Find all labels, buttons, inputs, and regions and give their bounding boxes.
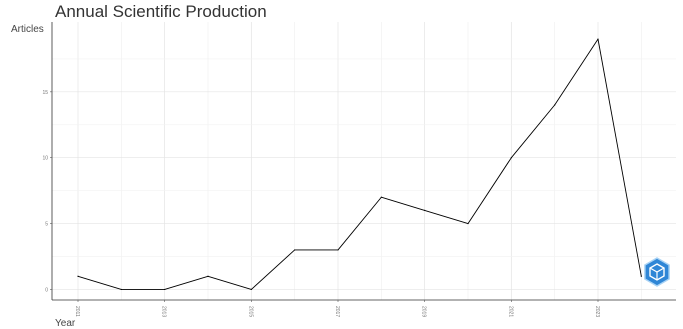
y-tick-label: 0 — [45, 287, 48, 293]
x-tick-label: 2017 — [334, 306, 340, 317]
data-point — [77, 275, 79, 277]
data-point — [640, 275, 642, 277]
data-point — [424, 209, 426, 212]
data-point — [294, 249, 296, 251]
axes — [50, 22, 676, 302]
hexagon-cube-icon[interactable] — [644, 257, 670, 287]
data-point — [207, 275, 209, 277]
x-tick-label: 2021 — [507, 306, 513, 317]
y-tick-label: 15 — [42, 90, 48, 96]
x-tick-label: 2013 — [161, 306, 167, 317]
data-point — [380, 196, 382, 198]
data-point — [510, 157, 512, 159]
data-point — [164, 288, 166, 291]
gridlines — [52, 22, 676, 300]
y-tick-label: 10 — [42, 156, 48, 162]
y-axis-label: Articles — [11, 24, 44, 35]
data-point — [120, 288, 122, 291]
y-tick-label: 5 — [45, 222, 48, 228]
series — [77, 38, 642, 291]
data-point — [337, 249, 339, 251]
x-tick-label: 2019 — [421, 306, 427, 317]
x-tick-label: 2023 — [594, 306, 600, 317]
x-axis-label: Year — [55, 318, 76, 329]
tick-labels: 0 5 10 15 2011 2013 2015 2017 2019 2021 2023 — [42, 90, 600, 318]
data-point — [467, 222, 469, 225]
series-line — [77, 38, 642, 290]
chart-title: Annual Scientific Production — [55, 2, 267, 21]
x-tick-label: 2011 — [74, 306, 80, 317]
data-point — [597, 38, 599, 40]
data-point — [554, 104, 556, 106]
data-point — [250, 288, 252, 291]
x-tick-label: 2015 — [247, 306, 253, 317]
